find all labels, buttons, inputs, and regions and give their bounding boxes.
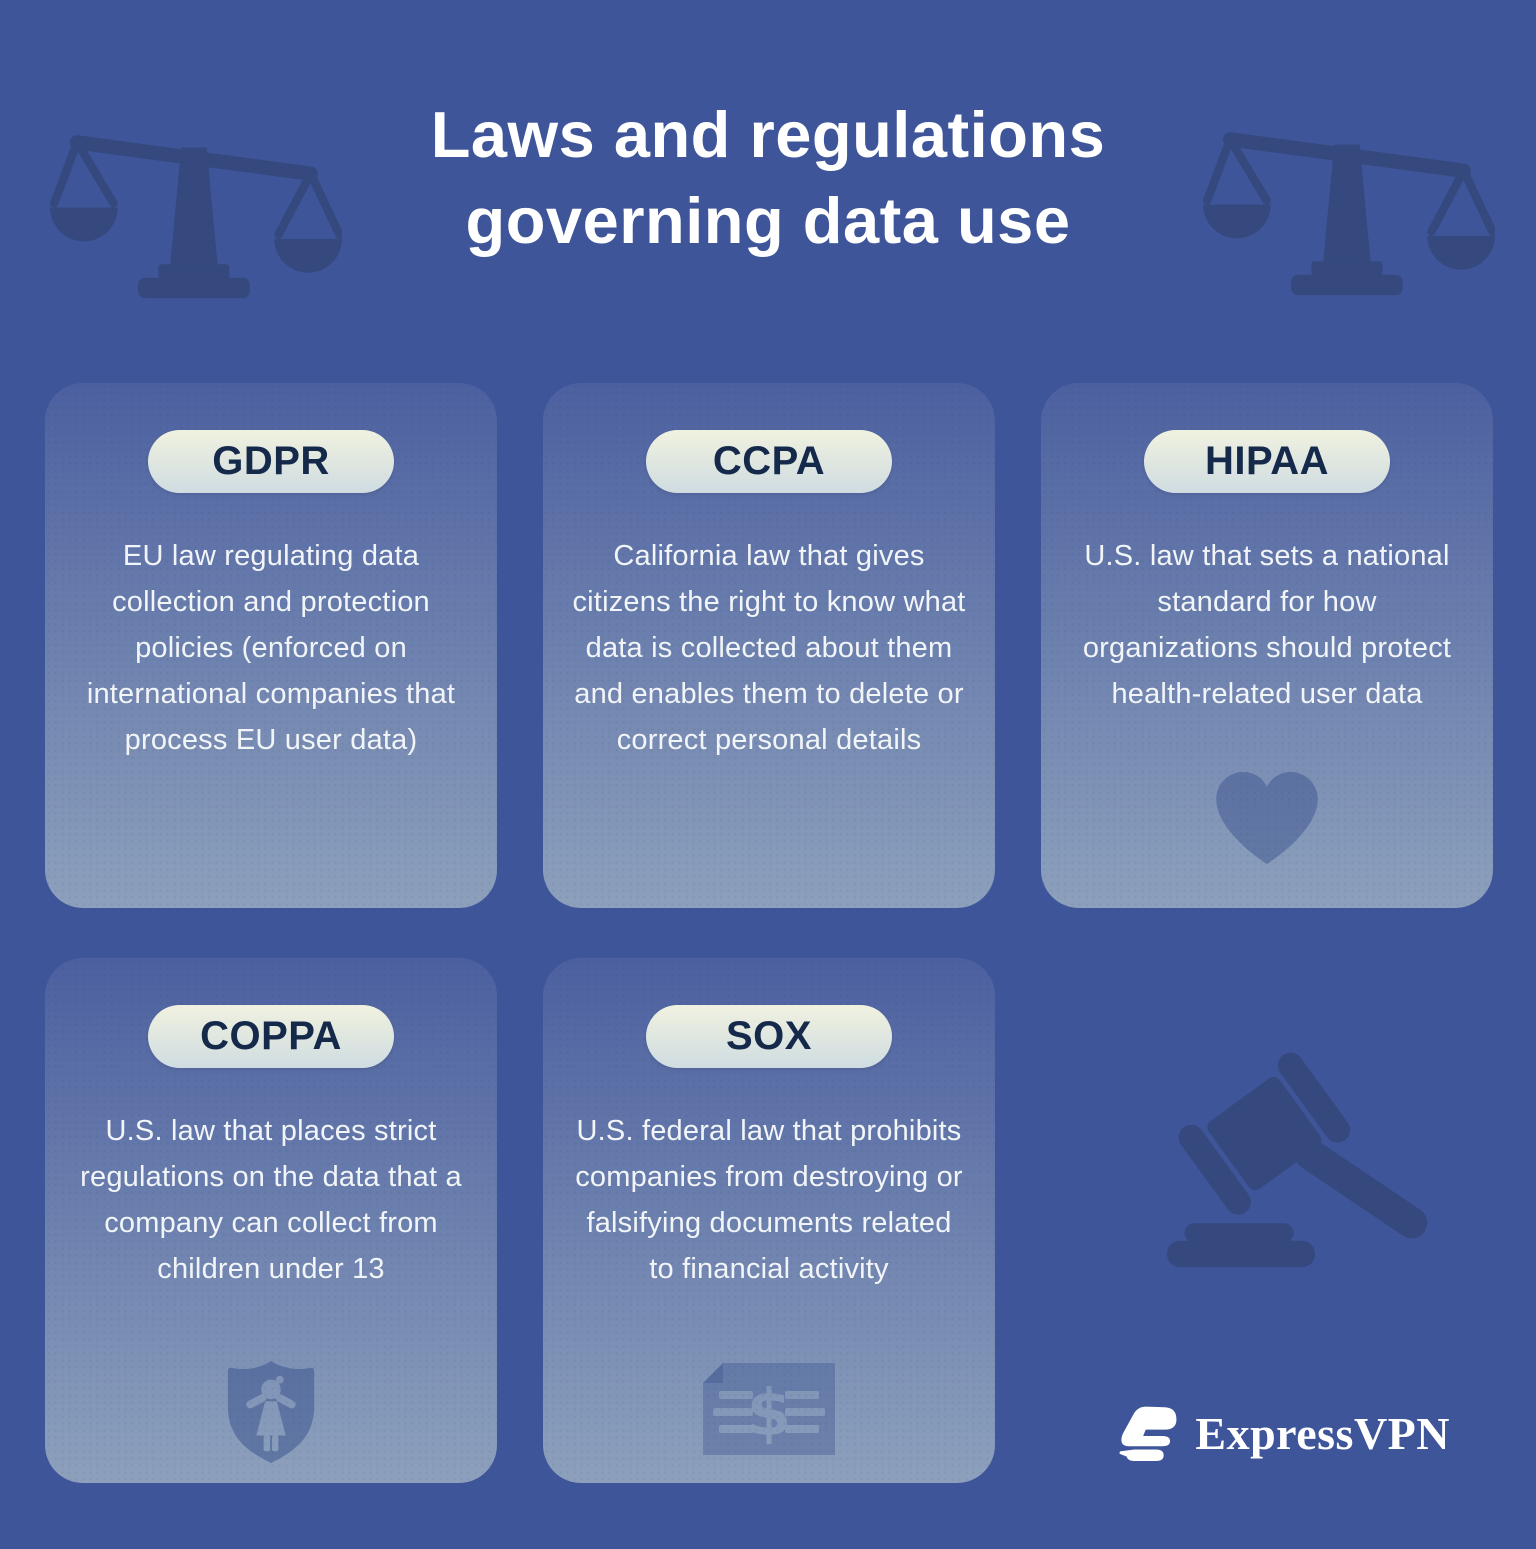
law-badge-sox: SOX (646, 1005, 892, 1068)
law-description: U.S. federal law that prohibits companie… (575, 1115, 963, 1285)
child-shield-icon (227, 1361, 315, 1463)
financial-document-icon: $ (703, 1363, 835, 1455)
law-description: U.S. law that sets a national standard f… (1082, 540, 1452, 710)
law-description: U.S. law that places strict regulations … (80, 1115, 462, 1285)
page-title: Laws and regulations governing data use (0, 92, 1536, 264)
law-badge-label: SOX (726, 1014, 812, 1058)
law-badge-gdpr: GDPR (148, 430, 394, 493)
page-title-line2: governing data use (465, 184, 1071, 257)
card-ccpa: CCPA California law that gives citizens … (543, 383, 995, 908)
brand-name: ExpressVPN (1195, 1407, 1450, 1459)
law-description: California law that gives citizens the r… (572, 540, 966, 756)
law-description: EU law regulating data collection and pr… (86, 540, 456, 756)
card-coppa: COPPA U.S. law that places strict regula… (45, 958, 497, 1483)
law-badge-ccpa: CCPA (646, 430, 892, 493)
card-sox: SOX U.S. federal law that prohibits comp… (543, 958, 995, 1483)
scales-of-justice-icon (50, 135, 342, 299)
card-hipaa: HIPAA U.S. law that sets a national stan… (1041, 383, 1493, 908)
page-title-line1: Laws and regulations (430, 98, 1106, 171)
brand-logo: ExpressVPN (1115, 1395, 1450, 1471)
gavel-icon (1166, 1052, 1428, 1268)
expressvpn-logo-icon (1119, 1406, 1177, 1461)
card-gdpr: GDPR EU law regulating data collection a… (45, 383, 497, 908)
law-badge-label: GDPR (212, 439, 330, 483)
law-badge-label: HIPAA (1205, 439, 1329, 483)
law-badge-label: CCPA (712, 439, 826, 483)
law-badge-coppa: COPPA (148, 1005, 394, 1068)
law-badge-label: COPPA (200, 1014, 342, 1058)
scales-of-justice-icon (1203, 132, 1495, 296)
law-badge-hipaa: HIPAA (1144, 430, 1390, 493)
heart-icon (1216, 772, 1318, 864)
